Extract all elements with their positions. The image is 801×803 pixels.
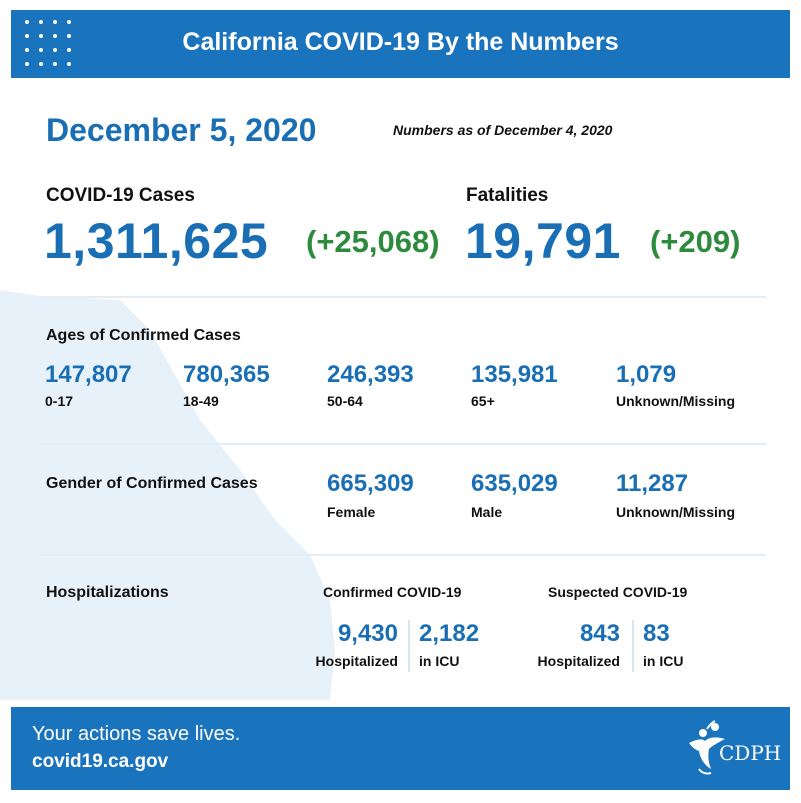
age-stat-value: 135,981 bbox=[471, 361, 558, 388]
suspected-hospitalized: 843 Hospitalized bbox=[520, 620, 620, 669]
page-title: California COVID-19 By the Numbers bbox=[182, 28, 619, 56]
confirmed-icu-value: 2,182 bbox=[419, 620, 480, 647]
footer-banner: Your actions save lives. covid19.ca.gov … bbox=[11, 707, 790, 790]
age-stat-caption: 18-49 bbox=[183, 393, 219, 409]
age-stat-value: 780,365 bbox=[183, 361, 270, 388]
dot-decoration bbox=[67, 20, 71, 24]
gender-stat-value: 635,029 bbox=[471, 470, 558, 497]
dot-decoration bbox=[25, 34, 29, 38]
age-stat-value: 246,393 bbox=[327, 361, 414, 388]
column-separator bbox=[408, 620, 410, 672]
suspected-hospitalized-value: 843 bbox=[579, 620, 620, 647]
age-stat-50-64: 246,393 50-64 bbox=[327, 361, 414, 409]
section-divider bbox=[40, 296, 766, 298]
header-banner: California COVID-19 By the Numbers bbox=[11, 10, 790, 78]
footer-tagline: Your actions save lives. bbox=[32, 723, 241, 745]
hospitalizations-label: Hospitalizations bbox=[46, 584, 169, 601]
age-stat-65-plus: 135,981 65+ bbox=[471, 361, 558, 409]
fatalities-total: 19,791 bbox=[465, 213, 621, 269]
age-stat-value: 1,079 bbox=[616, 361, 677, 388]
confirmed-icu: 2,182 in ICU bbox=[419, 620, 479, 669]
dot-decoration bbox=[25, 62, 29, 66]
cases-delta: (+25,068) bbox=[306, 224, 440, 259]
gender-stat-value: 11,287 bbox=[616, 470, 689, 497]
age-stat-caption: 50-64 bbox=[327, 393, 363, 409]
gender-stat-caption: Unknown/Missing bbox=[616, 504, 735, 520]
suspected-icu-caption: in ICU bbox=[643, 653, 684, 669]
confirmed-hospitalized-value: 9,430 bbox=[337, 620, 398, 647]
dot-decoration bbox=[53, 20, 57, 24]
dot-decoration bbox=[67, 48, 71, 52]
age-stat-unknown: 1,079 Unknown/Missing bbox=[616, 361, 735, 409]
suspected-heading: Suspected COVID-19 bbox=[548, 584, 688, 600]
gender-stat-unknown: 11,287 Unknown/Missing bbox=[616, 470, 735, 520]
dot-decoration bbox=[25, 48, 29, 52]
confirmed-hospitalized: 9,430 Hospitalized bbox=[304, 620, 398, 669]
cases-label: COVID-19 Cases bbox=[46, 185, 195, 206]
dot-decoration bbox=[67, 34, 71, 38]
gender-stat-female: 665,309 Female bbox=[327, 470, 414, 520]
dot-decoration bbox=[25, 20, 29, 24]
fatalities-label: Fatalities bbox=[466, 185, 549, 206]
dot-decoration bbox=[53, 34, 57, 38]
fatalities-delta: (+209) bbox=[650, 224, 741, 259]
dot-decoration bbox=[67, 62, 71, 66]
gender-stat-value: 665,309 bbox=[327, 470, 414, 497]
section-divider bbox=[40, 443, 766, 445]
report-date: December 5, 2020 bbox=[46, 112, 317, 148]
gender-stat-caption: Female bbox=[327, 504, 376, 520]
website-link[interactable]: covid19.ca.gov bbox=[32, 751, 169, 772]
gender-stat-male: 635,029 Male bbox=[471, 470, 558, 520]
age-stat-caption: 0-17 bbox=[45, 393, 74, 409]
dot-decoration bbox=[53, 48, 57, 52]
dot-decoration bbox=[53, 62, 57, 66]
age-stat-caption: Unknown/Missing bbox=[616, 393, 735, 409]
section-divider bbox=[40, 554, 766, 556]
dot-decoration bbox=[39, 62, 43, 66]
cdph-logo-text: CDPH bbox=[719, 741, 782, 765]
confirmed-hospitalized-caption: Hospitalized bbox=[315, 653, 398, 669]
age-stat-0-17: 147,807 0-17 bbox=[45, 361, 132, 409]
data-as-of-note: Numbers as of December 4, 2020 bbox=[393, 122, 613, 138]
suspected-hospitalized-caption: Hospitalized bbox=[537, 653, 620, 669]
gender-stat-caption: Male bbox=[471, 504, 503, 520]
cdph-logo-icon bbox=[689, 720, 725, 775]
cases-total: 1,311,625 bbox=[44, 213, 269, 269]
age-stat-18-49: 780,365 18-49 bbox=[183, 361, 270, 409]
gender-section-label: Gender of Confirmed Cases bbox=[46, 475, 258, 492]
suspected-icu: 83 in ICU bbox=[643, 620, 683, 669]
confirmed-icu-caption: in ICU bbox=[419, 653, 460, 669]
dot-decoration bbox=[39, 20, 43, 24]
dot-decoration bbox=[39, 34, 43, 38]
dot-decoration bbox=[39, 48, 43, 52]
age-stat-value: 147,807 bbox=[45, 361, 132, 388]
suspected-icu-value: 83 bbox=[643, 620, 670, 647]
dots-pattern-icon bbox=[11, 10, 81, 78]
age-stat-caption: 65+ bbox=[471, 393, 495, 409]
column-separator bbox=[632, 620, 634, 672]
confirmed-heading: Confirmed COVID-19 bbox=[323, 584, 462, 600]
ages-section-label: Ages of Confirmed Cases bbox=[46, 327, 241, 344]
